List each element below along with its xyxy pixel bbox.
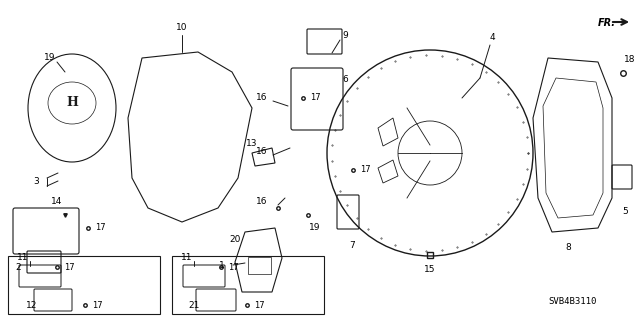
Text: 12: 12	[26, 300, 38, 309]
Text: H: H	[66, 97, 78, 109]
Bar	[172, 256, 324, 314]
Text: 13: 13	[246, 138, 258, 147]
Text: 11: 11	[17, 253, 29, 262]
Text: 11: 11	[181, 253, 193, 262]
Text: 17: 17	[92, 300, 102, 309]
Text: FR.: FR.	[598, 18, 616, 28]
Text: 18: 18	[624, 56, 636, 64]
Text: 16: 16	[256, 93, 268, 102]
Text: 7: 7	[349, 241, 355, 249]
Text: 17: 17	[228, 263, 238, 271]
Text: 17: 17	[95, 224, 106, 233]
Text: 19: 19	[309, 224, 321, 233]
Text: 14: 14	[51, 197, 63, 206]
Text: 17: 17	[310, 93, 320, 102]
Text: 2: 2	[15, 263, 21, 272]
Text: 5: 5	[622, 207, 628, 217]
Bar	[8, 256, 160, 314]
Text: 20: 20	[229, 235, 241, 244]
Text: 1: 1	[219, 261, 225, 270]
Text: 8: 8	[565, 243, 571, 253]
Text: 9: 9	[342, 31, 348, 40]
Text: 3: 3	[33, 177, 39, 187]
Text: 21: 21	[188, 300, 200, 309]
Text: 10: 10	[176, 24, 188, 33]
Text: 17: 17	[360, 166, 371, 174]
Text: SVB4B3110: SVB4B3110	[548, 296, 596, 306]
Text: 6: 6	[342, 76, 348, 85]
Text: 17: 17	[253, 300, 264, 309]
Text: 4: 4	[489, 33, 495, 42]
Text: 16: 16	[256, 147, 268, 157]
Text: 19: 19	[44, 54, 56, 63]
Text: 15: 15	[424, 265, 436, 275]
Text: 16: 16	[256, 197, 268, 206]
Text: 17: 17	[64, 263, 74, 271]
